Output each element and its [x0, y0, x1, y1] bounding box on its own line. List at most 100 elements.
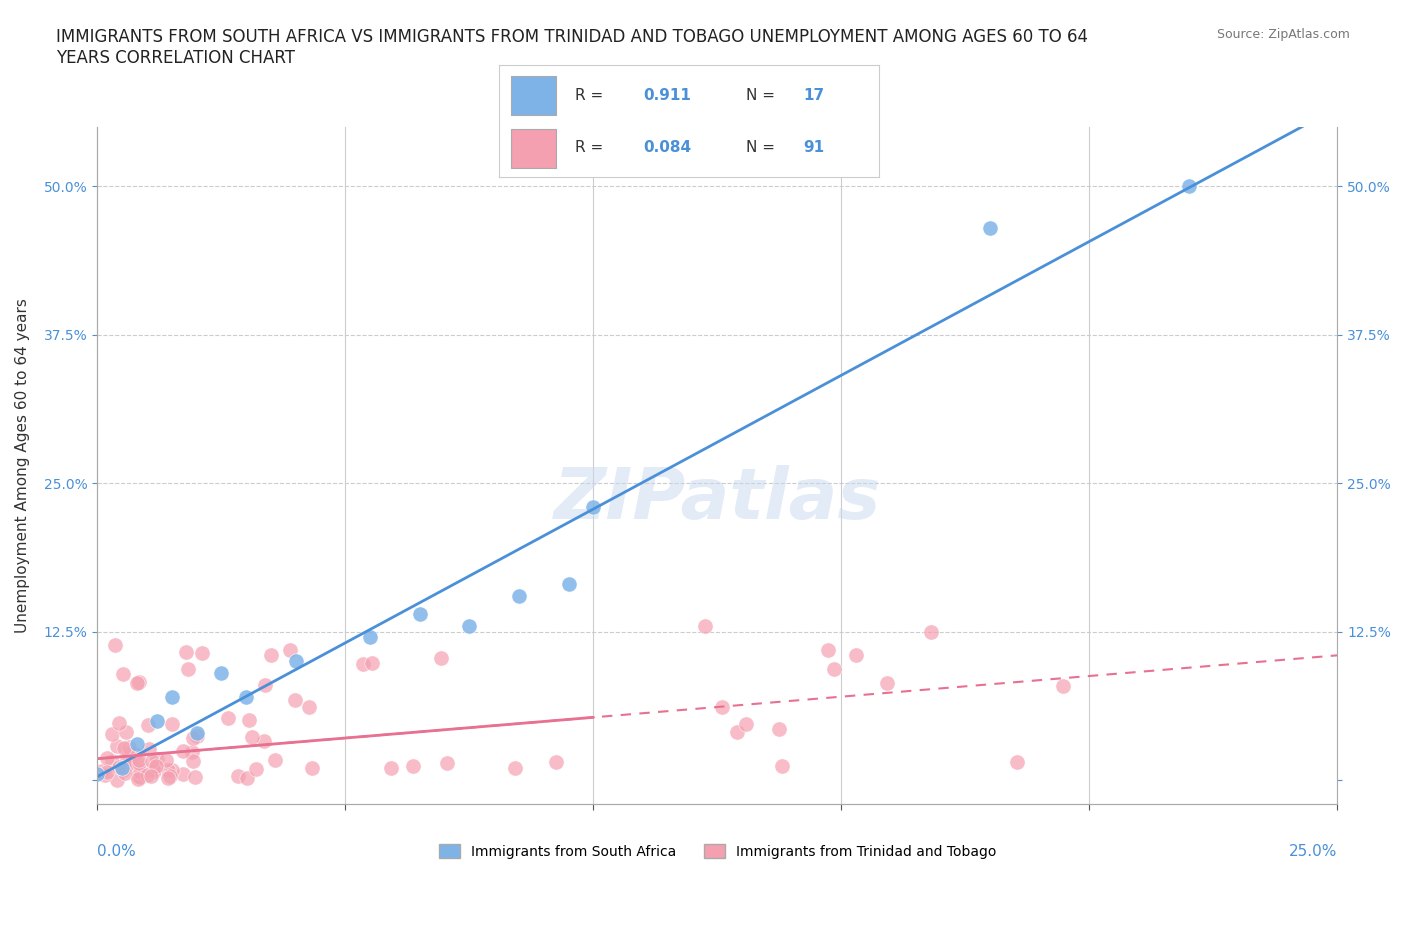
Point — [115, 752, 138, 767]
Point — [118, 739, 141, 754]
Text: 0.0%: 0.0% — [97, 844, 136, 859]
Point — [127, 772, 149, 787]
Point — [142, 764, 165, 778]
Point — [359, 630, 381, 644]
Text: 17: 17 — [803, 87, 824, 102]
Point — [127, 737, 149, 751]
Point — [217, 711, 239, 725]
Point — [114, 740, 136, 755]
Point — [156, 763, 179, 777]
Point — [128, 753, 150, 768]
Text: R =: R = — [575, 140, 603, 155]
Point — [172, 743, 194, 758]
Point — [145, 758, 167, 773]
Point — [1177, 179, 1199, 193]
Point — [135, 767, 157, 782]
Point — [380, 761, 402, 776]
Point — [181, 745, 204, 760]
Point — [352, 657, 374, 671]
Point — [127, 769, 149, 784]
Point — [284, 693, 307, 708]
Point — [770, 759, 793, 774]
Point — [735, 716, 758, 731]
Point — [135, 763, 157, 777]
Point — [503, 761, 526, 776]
Point — [768, 722, 790, 737]
Point — [114, 765, 136, 780]
Point — [409, 606, 432, 621]
Point — [920, 625, 942, 640]
Point — [1005, 754, 1028, 769]
Point — [280, 643, 302, 658]
Point — [693, 618, 716, 633]
Point — [139, 768, 162, 783]
Y-axis label: Unemployment Among Ages 60 to 64 years: Unemployment Among Ages 60 to 64 years — [15, 298, 30, 632]
Point — [298, 699, 321, 714]
Point — [108, 716, 131, 731]
Point — [162, 763, 184, 777]
Point — [845, 647, 868, 662]
Point — [242, 729, 264, 744]
Text: 0.911: 0.911 — [644, 87, 692, 102]
Point — [228, 768, 250, 783]
Point — [115, 724, 138, 739]
Point — [105, 738, 128, 753]
Point — [105, 773, 128, 788]
Point — [191, 645, 214, 660]
Point — [101, 727, 124, 742]
Point — [93, 767, 115, 782]
Point — [211, 666, 233, 681]
Point — [174, 645, 197, 660]
Point — [817, 643, 839, 658]
Point — [129, 769, 152, 784]
Point — [91, 764, 114, 778]
Point — [245, 762, 267, 777]
Point — [159, 768, 181, 783]
Point — [111, 763, 134, 777]
Point — [260, 648, 283, 663]
Point — [141, 754, 163, 769]
Point — [186, 728, 208, 743]
Point — [146, 751, 169, 766]
Point — [876, 676, 898, 691]
Point — [1052, 679, 1074, 694]
Point — [155, 752, 177, 767]
Point — [284, 654, 307, 669]
Point — [557, 577, 579, 591]
Point — [725, 725, 748, 740]
Point — [124, 747, 146, 762]
Point — [127, 675, 149, 690]
Point — [823, 662, 845, 677]
Point — [111, 761, 134, 776]
Point — [128, 755, 150, 770]
Point — [253, 734, 276, 749]
Point — [429, 650, 451, 665]
Point — [301, 761, 323, 776]
Point — [160, 717, 183, 732]
Point — [181, 753, 204, 768]
Point — [436, 755, 458, 770]
Point — [177, 662, 200, 677]
Point — [146, 713, 169, 728]
Legend: Immigrants from South Africa, Immigrants from Trinidad and Tobago: Immigrants from South Africa, Immigrants… — [433, 839, 1001, 865]
Text: R =: R = — [575, 87, 603, 102]
Text: N =: N = — [747, 140, 775, 155]
Point — [172, 766, 194, 781]
Bar — [510, 76, 557, 115]
Point — [101, 753, 124, 768]
Text: 91: 91 — [803, 140, 824, 155]
Point — [238, 712, 260, 727]
Text: IMMIGRANTS FROM SOUTH AFRICA VS IMMIGRANTS FROM TRINIDAD AND TOBAGO UNEMPLOYMENT: IMMIGRANTS FROM SOUTH AFRICA VS IMMIGRAN… — [56, 28, 1088, 67]
Point — [136, 717, 159, 732]
Point — [235, 689, 257, 704]
Point — [96, 751, 118, 765]
Point — [96, 764, 118, 779]
Point — [183, 731, 205, 746]
Point — [108, 759, 131, 774]
Point — [186, 725, 208, 740]
Text: ZIPatlas: ZIPatlas — [554, 465, 882, 534]
Point — [979, 220, 1001, 235]
Point — [120, 755, 142, 770]
Text: N =: N = — [747, 87, 775, 102]
Text: Source: ZipAtlas.com: Source: ZipAtlas.com — [1216, 28, 1350, 41]
